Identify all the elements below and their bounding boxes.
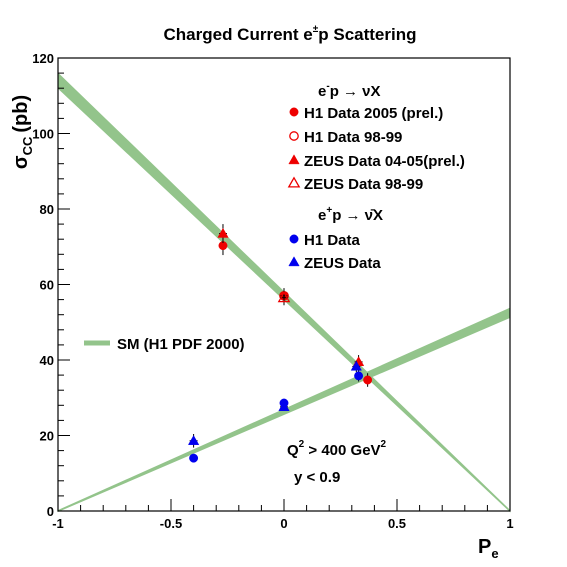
y-tick-label-6: 120	[32, 51, 54, 66]
y-tick-label-0: 0	[47, 504, 54, 519]
legend-marker-3	[287, 176, 301, 188]
y-tick-label-3: 60	[40, 278, 54, 293]
legend-marker-4	[289, 234, 299, 244]
legend-header-eminus: e-p → νX	[318, 81, 381, 100]
x-axis-label: Pe	[478, 536, 499, 561]
x-axis: -1 -0.5 0 0.5 1	[52, 499, 514, 531]
legend-marker-2	[288, 154, 300, 165]
x-tick-label-1: -0.5	[160, 516, 182, 531]
legend-label-2: ZEUS Data 04-05(prel.)	[304, 153, 465, 170]
x-tick-label-3: 0.5	[388, 516, 406, 531]
legend-marker-0	[289, 107, 299, 117]
data-point-s5-p0	[187, 435, 200, 445]
y-axis-label: σCC(pb)	[10, 95, 35, 169]
data-point-s2-p0	[217, 227, 229, 238]
data-point-s0-p2	[363, 375, 373, 385]
legend-label-3: ZEUS Data 98-99	[304, 176, 423, 193]
data-point-s5-p1	[278, 401, 290, 411]
data-point-s4-p2	[354, 371, 364, 381]
x-tick-label-0: -1	[52, 516, 64, 531]
annotation-q2: Q2 > 400 GeV2	[287, 439, 387, 459]
data-points	[187, 224, 373, 463]
data-point-s3-p0	[277, 291, 291, 303]
legend-label-1: H1 Data 98-99	[304, 129, 402, 146]
sm-legend-label: SM (H1 PDF 2000)	[117, 336, 245, 353]
data-point-s4-p0	[189, 453, 199, 463]
legend-label-5: ZEUS Data	[304, 255, 381, 272]
x-tick-label-4: 1	[506, 516, 513, 531]
chart-title: Charged Current e±p Scattering	[164, 24, 417, 44]
y-axis: 0 20 40 60 80 100 120	[32, 51, 70, 519]
legend-marker-5	[288, 256, 300, 267]
x-tick-label-2: 0	[280, 516, 287, 531]
plot-frame	[57, 57, 511, 512]
y-tick-label-1: 20	[40, 429, 54, 444]
y-tick-label-2: 40	[40, 353, 54, 368]
legend-label-0: H1 Data 2005 (prel.)	[304, 105, 443, 122]
annotation-y: y < 0.9	[294, 469, 340, 486]
data-point-s5-p2	[350, 360, 362, 371]
legend-marker-1	[289, 131, 299, 141]
legend: H1 Data 2005 (prel.) H1 Data 98-99 ZEUS Da…	[287, 105, 465, 272]
y-tick-label-5: 100	[32, 127, 54, 142]
legend-label-4: H1 Data	[304, 232, 361, 249]
legend-header-eplus: e+p → ν̄X	[318, 205, 383, 224]
y-tick-label-4: 80	[40, 202, 54, 217]
